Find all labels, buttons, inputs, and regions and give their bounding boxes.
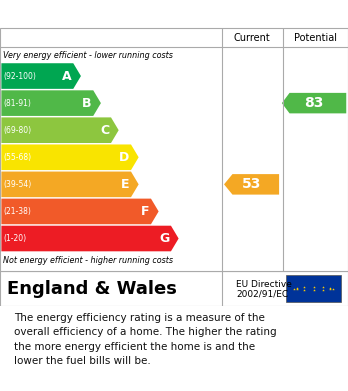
Text: (69-80): (69-80): [3, 126, 32, 135]
Text: (21-38): (21-38): [3, 207, 31, 216]
Polygon shape: [1, 117, 119, 143]
Text: Not energy efficient - higher running costs: Not energy efficient - higher running co…: [3, 256, 173, 265]
Text: F: F: [141, 205, 149, 218]
Text: C: C: [100, 124, 109, 137]
Polygon shape: [224, 174, 279, 195]
Text: Energy Efficiency Rating: Energy Efficiency Rating: [5, 7, 215, 22]
Text: The energy efficiency rating is a measure of the
overall efficiency of a home. T: The energy efficiency rating is a measur…: [14, 313, 277, 366]
Text: D: D: [119, 151, 129, 164]
Text: (92-100): (92-100): [3, 72, 36, 81]
Text: E: E: [121, 178, 129, 191]
Text: 83: 83: [304, 96, 324, 110]
Text: A: A: [62, 70, 72, 83]
Text: 2002/91/EC: 2002/91/EC: [236, 289, 288, 298]
Text: B: B: [82, 97, 92, 109]
Polygon shape: [1, 63, 81, 89]
Polygon shape: [1, 144, 139, 170]
Text: EU Directive: EU Directive: [236, 280, 292, 289]
Text: (39-54): (39-54): [3, 180, 32, 189]
Polygon shape: [1, 172, 139, 197]
Bar: [286, 275, 341, 301]
Text: (55-68): (55-68): [3, 153, 32, 162]
Text: 53: 53: [242, 178, 261, 191]
Text: Current: Current: [234, 33, 271, 43]
Text: (1-20): (1-20): [3, 234, 26, 243]
Text: G: G: [159, 232, 169, 245]
Text: Very energy efficient - lower running costs: Very energy efficient - lower running co…: [3, 51, 173, 60]
Text: England & Wales: England & Wales: [7, 280, 177, 298]
Text: (81-91): (81-91): [3, 99, 31, 108]
Polygon shape: [282, 93, 346, 113]
Polygon shape: [1, 199, 159, 224]
Polygon shape: [1, 226, 179, 251]
Polygon shape: [1, 90, 101, 116]
Text: Potential: Potential: [294, 33, 337, 43]
